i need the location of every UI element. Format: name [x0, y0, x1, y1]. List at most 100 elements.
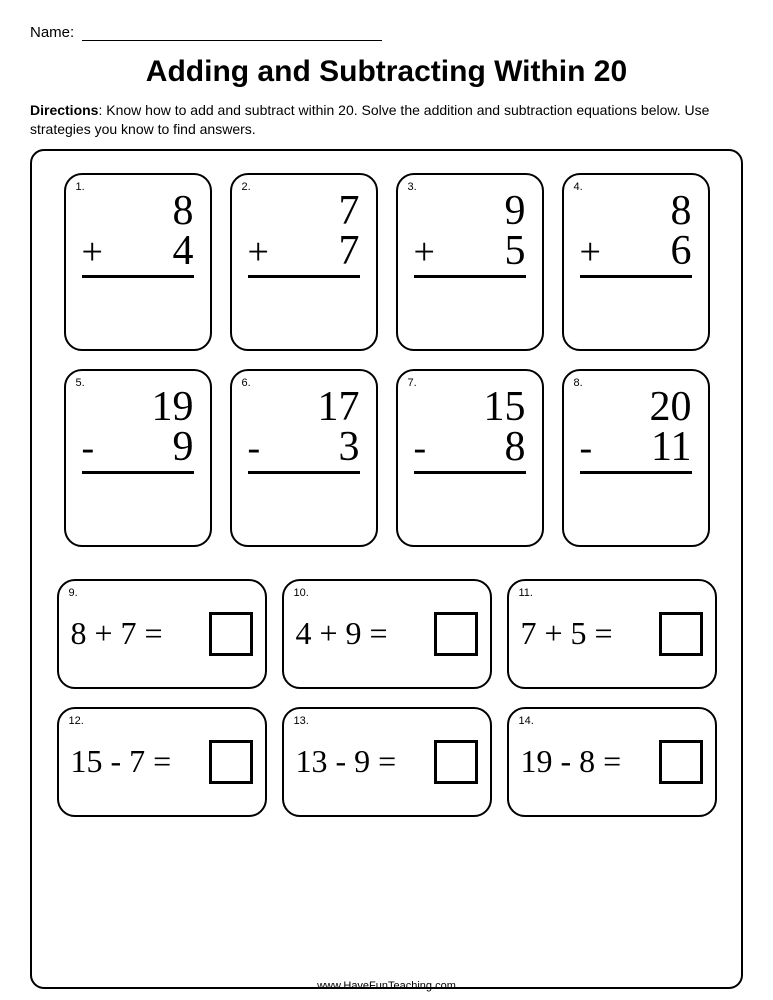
equation-text: 13 - 9 =: [296, 743, 434, 780]
problem-card: 13. 13 - 9 =: [282, 707, 492, 817]
problem-card: 6.17-3: [230, 369, 378, 547]
equals-line: [82, 275, 194, 278]
operand-top: 8: [173, 189, 194, 233]
operand-bottom: 11: [651, 425, 691, 469]
operand-top: 9: [505, 189, 526, 233]
operand-bottom: 8: [505, 425, 526, 469]
answer-box[interactable]: [209, 740, 253, 784]
worksheet-title: Adding and Subtracting Within 20: [30, 55, 743, 89]
answer-box[interactable]: [209, 612, 253, 656]
operator: -: [248, 429, 261, 469]
vertical-problems: 1.8+42.7+73.9+54.8+65.19-96.17-37.15-88.…: [52, 173, 721, 547]
directions-text: : Know how to add and subtract within 20…: [30, 102, 709, 137]
operand-bottom-row: +7: [248, 229, 360, 273]
operand-top: 17: [318, 385, 360, 429]
answer-box[interactable]: [434, 612, 478, 656]
directions: Directions: Know how to add and subtract…: [30, 101, 743, 139]
problem-row: 1.8+42.7+73.9+54.8+6: [52, 173, 721, 351]
answer-box[interactable]: [659, 612, 703, 656]
problem-number: 9.: [69, 587, 78, 599]
problem-card: 3.9+5: [396, 173, 544, 351]
operator: +: [580, 233, 601, 273]
operand-bottom: 3: [339, 425, 360, 469]
operand-bottom-row: -8: [414, 425, 526, 469]
problem-row: 9. 8 + 7 = 10.4 + 9 =11.7 + 5 =: [52, 579, 721, 689]
operand-top: 8: [671, 189, 692, 233]
equation-text: 8 + 7 =: [71, 615, 209, 652]
vertical-equation: 19-9: [82, 385, 194, 474]
problem-card: 1.8+4: [64, 173, 212, 351]
name-input-line[interactable]: [82, 27, 382, 41]
operator: -: [414, 429, 427, 469]
problem-number: 12.: [69, 715, 84, 727]
equals-line: [580, 275, 692, 278]
operand-top: 19: [152, 385, 194, 429]
operand-bottom-row: -3: [248, 425, 360, 469]
vertical-equation: 9+5: [414, 189, 526, 278]
operator: +: [414, 233, 435, 273]
operand-bottom: 4: [173, 229, 194, 273]
horizontal-problems: 9. 8 + 7 = 10.4 + 9 =11.7 + 5 = 12. 15 - 7 =…: [52, 579, 721, 817]
problem-card: 7.15-8: [396, 369, 544, 547]
vertical-equation: 8+6: [580, 189, 692, 278]
problem-card: 12. 15 - 7 =: [57, 707, 267, 817]
name-row: Name:: [30, 24, 743, 41]
vertical-equation: 17-3: [248, 385, 360, 474]
operand-bottom-row: - 11: [580, 425, 692, 469]
operator: -: [82, 429, 95, 469]
operator: +: [82, 233, 103, 273]
operator: -: [580, 429, 593, 469]
equation-text: 19 - 8 =: [521, 743, 659, 780]
operator: +: [248, 233, 269, 273]
operand-bottom-row: -9: [82, 425, 194, 469]
operand-top: 7: [339, 189, 360, 233]
problem-card: 2.7+7: [230, 173, 378, 351]
operand-bottom-row: +6: [580, 229, 692, 273]
problem-card: 10.4 + 9 =: [282, 579, 492, 689]
problem-row: 12. 15 - 7 = 13. 13 - 9 = 14. 19 - 8 =: [52, 707, 721, 817]
problem-number: 14.: [519, 715, 534, 727]
equation-text: 15 - 7 =: [71, 743, 209, 780]
equals-line: [414, 471, 526, 474]
problem-number: 13.: [294, 715, 309, 727]
problem-card: 4.8+6: [562, 173, 710, 351]
problem-number: 3.: [408, 181, 417, 193]
problem-number: 7.: [408, 377, 417, 389]
name-label: Name:: [30, 24, 74, 41]
vertical-equation: 8+4: [82, 189, 194, 278]
problem-number: 10.: [294, 587, 309, 599]
operand-bottom: 7: [339, 229, 360, 273]
operand-top: 20: [650, 385, 692, 429]
answer-box[interactable]: [434, 740, 478, 784]
equals-line: [248, 471, 360, 474]
operand-bottom-row: +4: [82, 229, 194, 273]
directions-label: Directions: [30, 102, 98, 118]
problem-card: 11.7 + 5 =: [507, 579, 717, 689]
problem-row: 5.19-96.17-37.15-88.20-11: [52, 369, 721, 547]
equals-line: [82, 471, 194, 474]
equals-line: [580, 471, 692, 474]
problem-card: 8. 20 - 11: [562, 369, 710, 547]
operand-bottom-row: +5: [414, 229, 526, 273]
problem-number: 5.: [76, 377, 85, 389]
problem-number: 4.: [574, 181, 583, 193]
problem-card: 5.19-9: [64, 369, 212, 547]
answer-box[interactable]: [659, 740, 703, 784]
problem-card: 9. 8 + 7 =: [57, 579, 267, 689]
vertical-equation: 20 - 11: [580, 385, 692, 474]
problem-number: 6.: [242, 377, 251, 389]
operand-top: 15: [484, 385, 526, 429]
problem-number: 1.: [76, 181, 85, 193]
problem-card: 14. 19 - 8 =: [507, 707, 717, 817]
operand-bottom: 6: [671, 229, 692, 273]
vertical-equation: 15-8: [414, 385, 526, 474]
operand-bottom: 5: [505, 229, 526, 273]
footer: www.HaveFunTeaching.com: [0, 980, 773, 992]
operand-bottom: 9: [173, 425, 194, 469]
equals-line: [414, 275, 526, 278]
problem-number: 8.: [574, 377, 583, 389]
problems-container: 1.8+42.7+73.9+54.8+65.19-96.17-37.15-88.…: [30, 149, 743, 989]
equation-text: 7 + 5 =: [521, 615, 659, 652]
problem-number: 2.: [242, 181, 251, 193]
vertical-equation: 7+7: [248, 189, 360, 278]
